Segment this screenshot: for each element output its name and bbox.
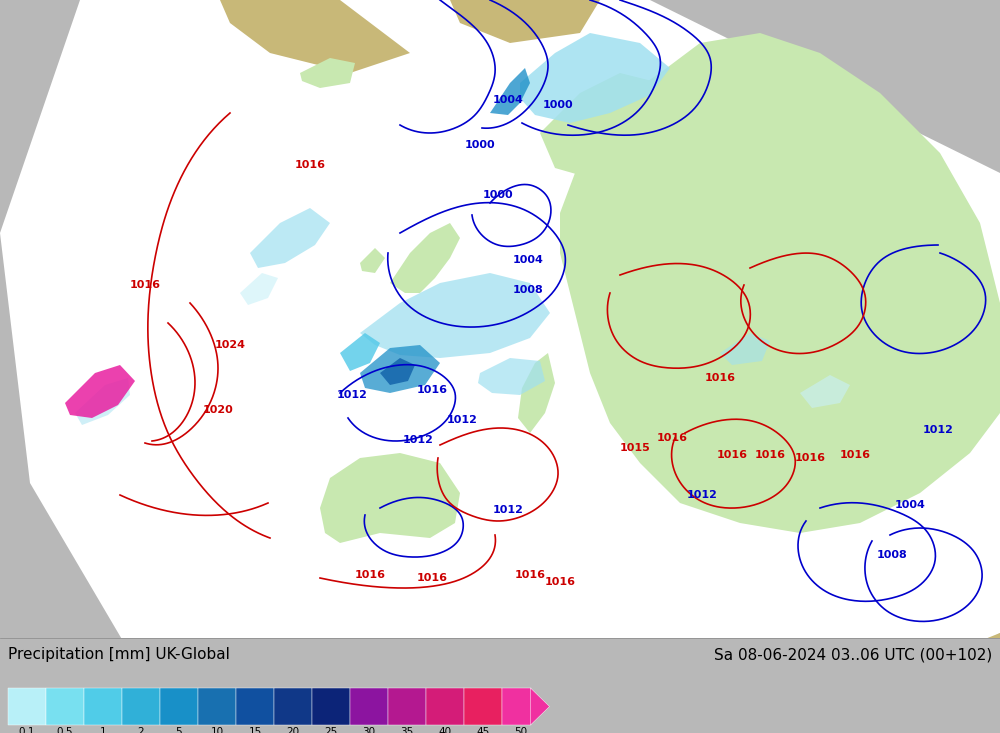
- Bar: [502, 688, 530, 725]
- Text: 1004: 1004: [493, 95, 523, 105]
- Text: 1004: 1004: [513, 255, 543, 265]
- Polygon shape: [518, 353, 555, 433]
- Text: 1000: 1000: [465, 140, 495, 150]
- Text: 1016: 1016: [416, 385, 448, 395]
- Text: 1020: 1020: [203, 405, 233, 415]
- Polygon shape: [720, 333, 770, 365]
- Text: 1000: 1000: [543, 100, 573, 110]
- Polygon shape: [540, 73, 680, 178]
- Bar: [464, 688, 502, 725]
- Text: 10: 10: [210, 727, 224, 733]
- Polygon shape: [530, 688, 550, 725]
- Polygon shape: [490, 68, 530, 115]
- Polygon shape: [390, 223, 460, 293]
- Text: 1012: 1012: [337, 390, 367, 400]
- Bar: [0, 638, 1000, 733]
- Bar: [46, 688, 84, 725]
- Text: 1024: 1024: [214, 340, 246, 350]
- Polygon shape: [340, 333, 380, 371]
- Text: 1016: 1016: [544, 577, 576, 587]
- Bar: [236, 688, 274, 725]
- Polygon shape: [450, 0, 600, 43]
- Text: 5: 5: [176, 727, 182, 733]
- Bar: [8, 688, 46, 725]
- Text: Sa 08-06-2024 03..06 UTC (00+102): Sa 08-06-2024 03..06 UTC (00+102): [714, 647, 992, 663]
- Polygon shape: [478, 358, 545, 395]
- Text: 1015: 1015: [620, 443, 650, 453]
- Text: 1012: 1012: [687, 490, 717, 500]
- Polygon shape: [65, 365, 135, 418]
- Text: 1008: 1008: [877, 550, 907, 560]
- Polygon shape: [250, 208, 330, 268]
- Bar: [312, 688, 350, 725]
- Text: 0.1: 0.1: [19, 727, 35, 733]
- Text: 20: 20: [286, 727, 300, 733]
- Polygon shape: [360, 345, 440, 393]
- Polygon shape: [870, 633, 1000, 733]
- Text: 1016: 1016: [294, 160, 326, 170]
- Text: 1016: 1016: [514, 570, 546, 580]
- Text: 2: 2: [138, 727, 144, 733]
- Text: 1: 1: [100, 727, 106, 733]
- Text: 1016: 1016: [704, 373, 736, 383]
- Text: 1016: 1016: [794, 453, 826, 463]
- Text: 1016: 1016: [840, 450, 870, 460]
- Text: 45: 45: [476, 727, 490, 733]
- Text: 35: 35: [400, 727, 414, 733]
- Text: 15: 15: [248, 727, 262, 733]
- Text: 1016: 1016: [656, 433, 688, 443]
- Text: 1012: 1012: [447, 415, 477, 425]
- Polygon shape: [380, 358, 415, 385]
- Text: 1016: 1016: [716, 450, 748, 460]
- Polygon shape: [360, 273, 550, 358]
- Text: 1012: 1012: [923, 425, 953, 435]
- Bar: [274, 688, 312, 725]
- Text: 1012: 1012: [403, 435, 433, 445]
- Bar: [198, 688, 236, 725]
- Polygon shape: [360, 248, 385, 273]
- Text: 1000: 1000: [483, 190, 513, 200]
- Bar: [350, 688, 388, 725]
- Polygon shape: [240, 273, 278, 305]
- Polygon shape: [560, 33, 1000, 533]
- Text: 1012: 1012: [493, 505, 523, 515]
- Bar: [426, 688, 464, 725]
- Polygon shape: [320, 453, 460, 543]
- Text: Precipitation [mm] UK-Global: Precipitation [mm] UK-Global: [8, 647, 230, 663]
- Text: 0.5: 0.5: [57, 727, 73, 733]
- Polygon shape: [300, 58, 355, 88]
- Bar: [84, 688, 122, 725]
- Bar: [160, 688, 198, 725]
- Text: 50: 50: [514, 727, 528, 733]
- Text: 1016: 1016: [354, 570, 386, 580]
- Polygon shape: [520, 33, 670, 123]
- Text: 40: 40: [438, 727, 452, 733]
- Text: 1016: 1016: [755, 450, 786, 460]
- Polygon shape: [800, 375, 850, 408]
- Text: 30: 30: [362, 727, 376, 733]
- Text: 25: 25: [324, 727, 338, 733]
- Text: 1016: 1016: [130, 280, 160, 290]
- Bar: [122, 688, 160, 725]
- Bar: [388, 688, 426, 725]
- Polygon shape: [75, 378, 130, 425]
- Text: 1016: 1016: [416, 573, 448, 583]
- Polygon shape: [220, 0, 410, 73]
- Text: 1008: 1008: [513, 285, 543, 295]
- Text: 1004: 1004: [895, 500, 925, 510]
